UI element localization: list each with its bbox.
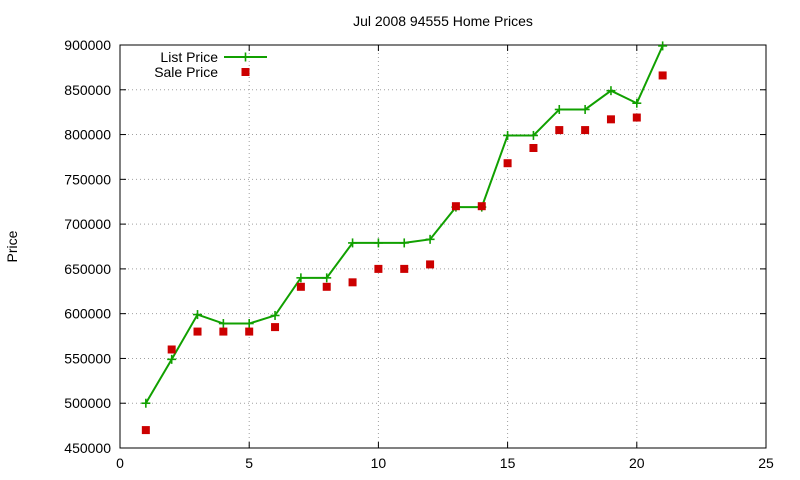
list-price-point — [425, 234, 435, 244]
x-tick-label: 15 — [500, 455, 516, 471]
sale-price-point — [529, 143, 538, 152]
legend-label-sale-price: Sale Price — [154, 64, 218, 80]
sale-price-point — [451, 202, 460, 211]
list-price-point — [554, 104, 564, 114]
x-tick-label: 20 — [629, 455, 645, 471]
list-price-point — [503, 130, 513, 140]
list-price-point — [322, 273, 332, 283]
sale-price-point — [296, 282, 305, 291]
y-axis-label: Price — [4, 230, 20, 262]
list-price-point — [658, 41, 668, 51]
series-layer — [141, 41, 668, 435]
chart-title: Jul 2008 94555 Home Prices — [353, 13, 533, 29]
list-price-point — [193, 310, 203, 320]
sale-price-point — [167, 345, 176, 354]
x-tick-label: 5 — [245, 455, 253, 471]
sale-price-point — [271, 323, 280, 332]
y-tick-label: 800000 — [64, 127, 111, 143]
sale-price-point — [426, 260, 435, 269]
y-tick-label: 450000 — [64, 440, 111, 456]
sale-price-point — [193, 327, 202, 336]
sale-price-point — [374, 264, 383, 273]
sale-price-point — [503, 159, 512, 168]
sale-price-point — [632, 113, 641, 122]
y-tick-label: 550000 — [64, 350, 111, 366]
sale-price-point — [348, 278, 357, 287]
list-price-point — [632, 98, 642, 108]
y-tick-label: 600000 — [64, 306, 111, 322]
sale-price-point — [581, 126, 590, 135]
legend-marker-sale-price — [241, 68, 250, 76]
sale-price-point — [606, 115, 615, 124]
y-tick-label: 750000 — [64, 171, 111, 187]
sale-price-point — [322, 282, 331, 291]
legend-marker-list-price — [241, 52, 250, 62]
list-price-point — [373, 238, 383, 248]
list-price-point — [270, 310, 280, 320]
sale-price-point — [658, 71, 667, 80]
sale-price-point — [245, 327, 254, 336]
list-price-point — [141, 398, 151, 408]
y-tick-label: 650000 — [64, 261, 111, 277]
list-price-point — [296, 273, 306, 283]
list-price-point — [528, 130, 538, 140]
sale-price-point — [219, 327, 228, 336]
x-tick-label: 10 — [371, 455, 387, 471]
sale-price-point — [477, 202, 486, 211]
list-price-point — [580, 104, 590, 114]
plot-border — [119, 44, 767, 449]
x-tick-label: 25 — [758, 455, 774, 471]
y-tick-label: 850000 — [64, 82, 111, 98]
y-tick-label: 700000 — [64, 216, 111, 232]
list-price-point — [218, 319, 228, 329]
y-tick-label: 500000 — [64, 395, 111, 411]
y-tick-label: 900000 — [64, 37, 111, 53]
sale-price-point — [141, 426, 150, 435]
legend-label-list-price: List Price — [160, 49, 218, 65]
ticks: 0 5 10 15 20 25 450000 500000 550000 600000 650000… — [64, 37, 774, 471]
list-price-point — [244, 319, 254, 329]
sale-price-point — [555, 126, 564, 135]
grid — [120, 45, 766, 448]
list-price-point — [348, 238, 358, 248]
sale-price-point — [400, 264, 409, 273]
list-price-point — [167, 354, 177, 364]
list-price-point — [399, 238, 409, 248]
x-tick-label: 0 — [116, 455, 124, 471]
list-price-point — [606, 86, 616, 96]
